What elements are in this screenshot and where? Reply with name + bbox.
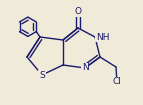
- Text: O: O: [75, 7, 82, 16]
- Text: S: S: [39, 70, 45, 79]
- Text: Cl: Cl: [113, 77, 121, 87]
- Text: NH: NH: [96, 33, 110, 41]
- Text: N: N: [82, 64, 88, 72]
